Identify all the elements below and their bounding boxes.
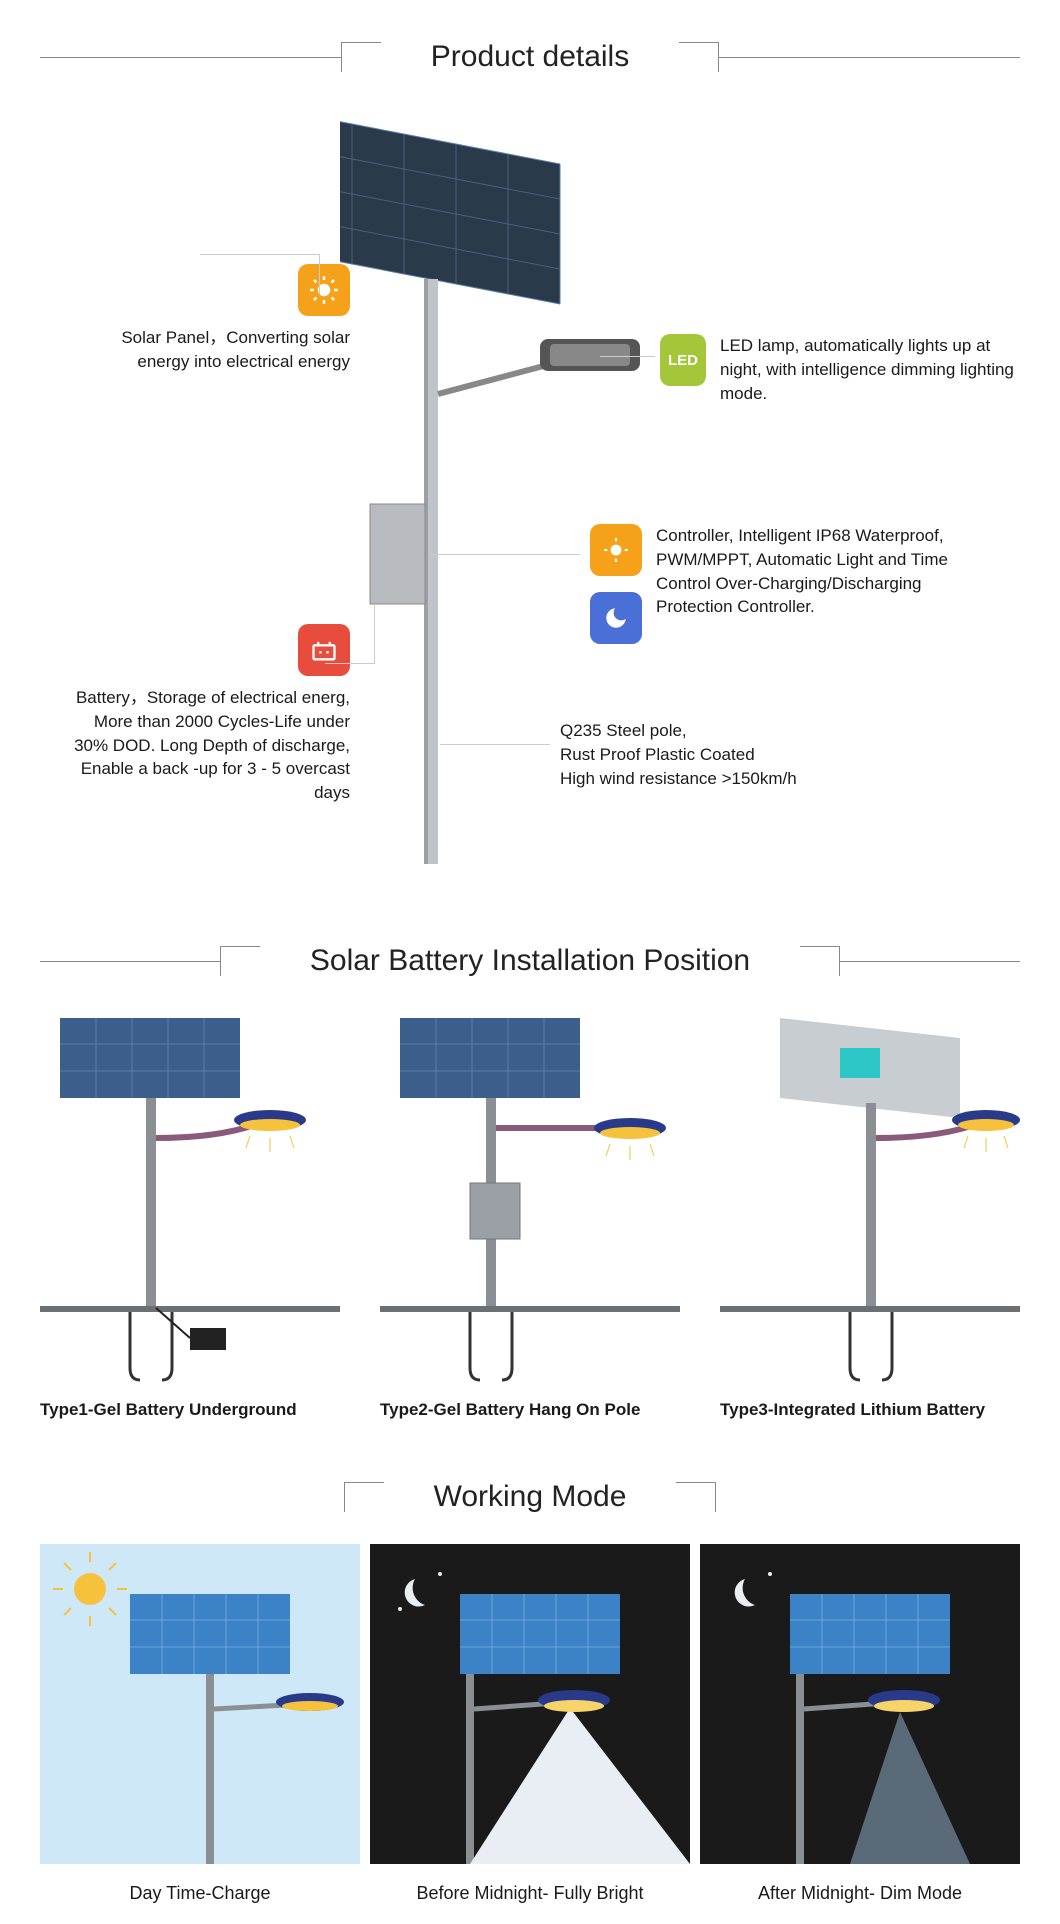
details-title: Product details bbox=[401, 40, 659, 74]
install-type-3: Type3-Integrated Lithium Battery bbox=[720, 1008, 1020, 1420]
moon-mode-icon bbox=[590, 592, 642, 644]
mode-full: Before Midnight- Fully Bright bbox=[370, 1544, 690, 1904]
section-header-install: Solar Battery Installation Position bbox=[40, 944, 1020, 978]
mode-day: Day Time-Charge bbox=[40, 1544, 360, 1904]
install-type-2: Type2-Gel Battery Hang On Pole bbox=[380, 1008, 680, 1420]
install-label-3: Type3-Integrated Lithium Battery bbox=[720, 1400, 1020, 1420]
product-details-diagram: Solar Panel，Converting solar energy into… bbox=[40, 104, 1020, 884]
callout-controller-text: Controller, Intelligent IP68 Waterproof,… bbox=[656, 524, 996, 619]
install-types-row: Type1-Gel Battery Underground Type2-Gel … bbox=[40, 1008, 1020, 1420]
mode-dim: After Midnight- Dim Mode bbox=[700, 1544, 1020, 1904]
mode-label-dim: After Midnight- Dim Mode bbox=[700, 1883, 1020, 1904]
sun-mode-icon bbox=[590, 524, 642, 576]
callout-led-text: LED lamp, automatically lights up at nig… bbox=[720, 334, 1020, 405]
led-icon: LED bbox=[660, 334, 706, 386]
install-type-1: Type1-Gel Battery Underground bbox=[40, 1008, 340, 1420]
callout-steel-text: Q235 Steel pole, Rust Proof Plastic Coat… bbox=[560, 719, 797, 790]
callout-battery-text: Battery，Storage of electrical energ, Mor… bbox=[60, 686, 350, 805]
section-header-mode: Working Mode bbox=[40, 1480, 1020, 1514]
working-modes-row: Day Time-Charge Before Midnight- Fully B… bbox=[40, 1544, 1020, 1904]
mode-title: Working Mode bbox=[404, 1480, 657, 1514]
callout-solar-text: Solar Panel，Converting solar energy into… bbox=[70, 326, 350, 374]
callout-battery: Battery，Storage of electrical energ, Mor… bbox=[60, 624, 350, 805]
callout-controller: Controller, Intelligent IP68 Waterproof,… bbox=[590, 524, 996, 654]
mode-label-full: Before Midnight- Fully Bright bbox=[370, 1883, 690, 1904]
mode-label-day: Day Time-Charge bbox=[40, 1883, 360, 1904]
callout-steel: Q235 Steel pole, Rust Proof Plastic Coat… bbox=[560, 719, 797, 790]
install-label-2: Type2-Gel Battery Hang On Pole bbox=[380, 1400, 680, 1420]
install-title: Solar Battery Installation Position bbox=[280, 944, 780, 978]
install-label-1: Type1-Gel Battery Underground bbox=[40, 1400, 340, 1420]
callout-led: LED LED lamp, automatically lights up at… bbox=[660, 334, 1020, 405]
section-header-details: Product details bbox=[40, 40, 1020, 74]
